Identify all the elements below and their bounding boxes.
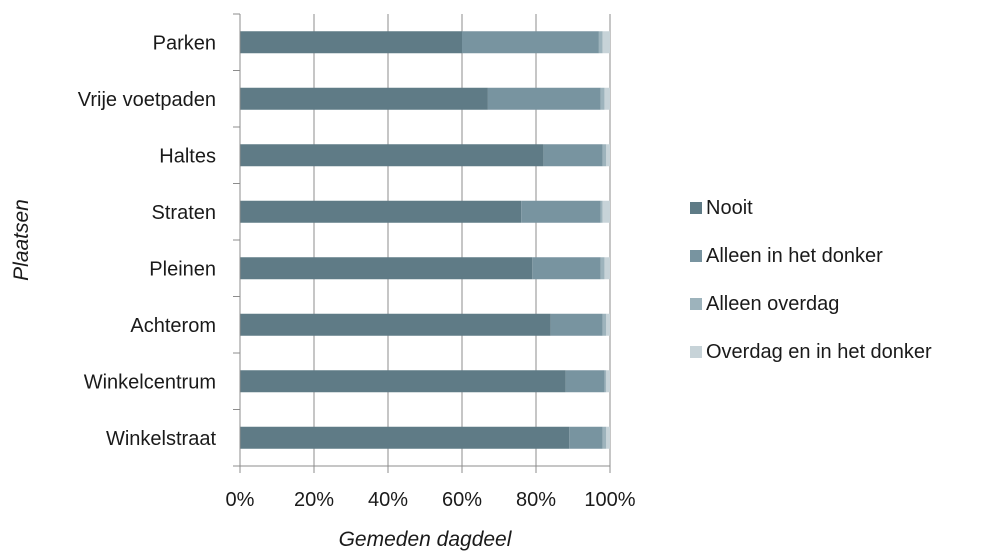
bars <box>240 31 610 449</box>
y-axis-title: Plaatsen <box>10 199 33 281</box>
legend-swatch <box>690 250 702 262</box>
bar-segment <box>600 257 605 280</box>
bar-segment <box>532 257 601 280</box>
x-tick-label: 0% <box>226 489 255 511</box>
category-label: Pleinen <box>149 258 216 280</box>
bar-segment <box>462 31 599 54</box>
bar-segment <box>604 87 610 110</box>
legend-swatch <box>690 298 702 310</box>
bar-segment <box>240 200 522 223</box>
bar-segment <box>569 426 603 449</box>
category-label: Winkelstraat <box>106 428 216 450</box>
bar-segment <box>240 31 462 54</box>
x-tick-label: 100% <box>584 489 635 511</box>
category-label: Parken <box>153 32 216 54</box>
category-label: Achterom <box>130 315 216 337</box>
category-label: Straten <box>152 202 216 224</box>
x-tick-label: 20% <box>294 489 334 511</box>
bar-segment <box>602 31 610 54</box>
legend-label: Alleen overdag <box>706 293 839 315</box>
bar-segment <box>600 200 603 223</box>
bar-segment <box>543 144 603 167</box>
bar-segment <box>240 370 566 393</box>
bar-segment <box>487 87 601 110</box>
bar-segment <box>602 313 607 336</box>
bar-segment <box>606 370 610 393</box>
bar-segment <box>606 426 610 449</box>
x-axis-title: Gemeden dagdeel <box>339 528 513 551</box>
bar-segment <box>602 200 610 223</box>
axes <box>233 13 611 473</box>
bar-segment <box>521 200 601 223</box>
bar-segment <box>602 426 607 449</box>
bar-segment <box>240 257 533 280</box>
x-tick-label: 40% <box>368 489 408 511</box>
bar-segment <box>598 31 603 54</box>
gridlines <box>313 14 611 466</box>
legend-label: Nooit <box>706 197 753 219</box>
x-tick-label: 60% <box>442 489 482 511</box>
legend-swatch <box>690 202 702 214</box>
category-label: Haltes <box>159 145 216 167</box>
bar-segment <box>240 313 551 336</box>
bar-segment <box>604 370 607 393</box>
bar-segment <box>606 313 610 336</box>
bar-segment <box>240 87 488 110</box>
bar-segment <box>550 313 603 336</box>
category-label: Winkelcentrum <box>84 371 216 393</box>
bar-segment <box>240 426 570 449</box>
bar-segment <box>565 370 605 393</box>
legend-swatch <box>690 346 702 358</box>
category-label: Vrije voetpaden <box>78 89 216 111</box>
bar-segment <box>240 144 544 167</box>
bar-segment <box>602 144 607 167</box>
x-tick-label: 80% <box>516 489 556 511</box>
category-labels: Parken Vrije voetpaden Haltes Straten Pleine… <box>78 32 217 450</box>
legend-label: Alleen in het donker <box>706 245 883 267</box>
legend: Nooit Alleen in het donker Alleen overdag O… <box>690 197 932 363</box>
legend-label: Overdag en in het donker <box>706 341 932 363</box>
bar-segment <box>606 144 610 167</box>
tick-labels: 0% 20% 40% 60% 80% 100% <box>226 489 636 511</box>
bar-segment <box>604 257 610 280</box>
bar-segment <box>600 87 605 110</box>
